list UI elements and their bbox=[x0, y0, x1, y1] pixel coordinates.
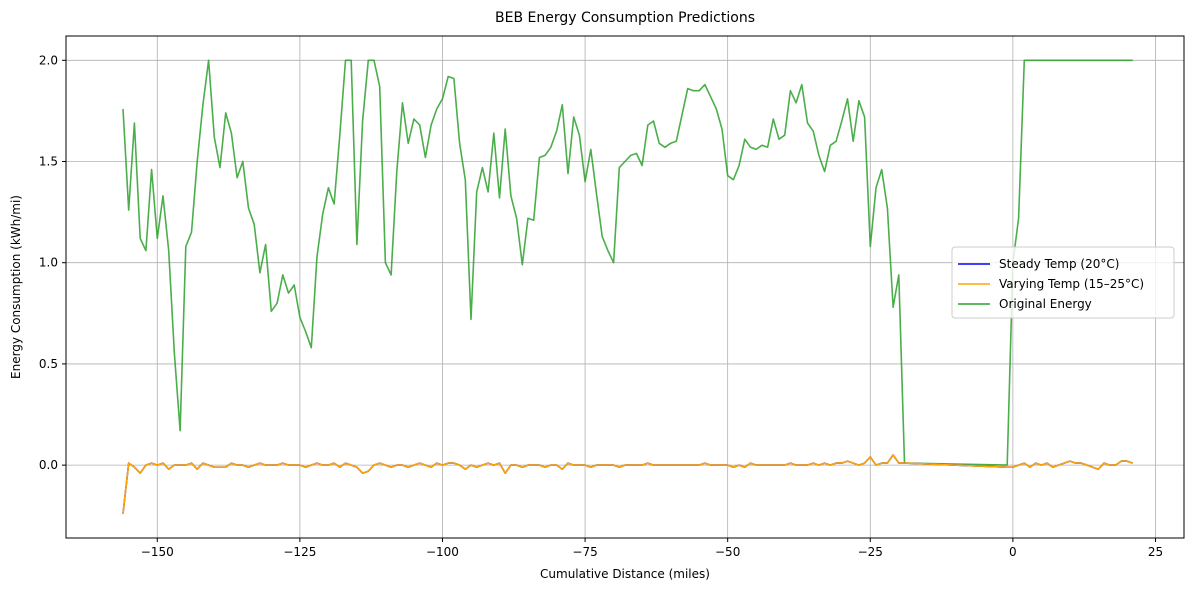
x-tick-label: −125 bbox=[283, 545, 316, 559]
series-lines bbox=[122, 59, 1133, 514]
y-tick-label: 0.5 bbox=[39, 357, 58, 371]
y-tick-label: 1.5 bbox=[39, 155, 58, 169]
series-line-1 bbox=[122, 454, 1133, 514]
y-tick-label: 2.0 bbox=[39, 53, 58, 67]
legend-label: Original Energy bbox=[999, 297, 1092, 311]
legend-label: Steady Temp (20°C) bbox=[999, 257, 1119, 271]
legend: Steady Temp (20°C) Varying Temp (15–25°C)… bbox=[951, 246, 1175, 319]
x-tick-label: −50 bbox=[715, 545, 740, 559]
y-tick-label: 0.0 bbox=[39, 458, 58, 472]
x-tick-label: −75 bbox=[572, 545, 597, 559]
plot-frame bbox=[65, 35, 1185, 539]
x-tick-label: 25 bbox=[1148, 545, 1163, 559]
y-tick-label: 1.0 bbox=[39, 256, 58, 270]
x-tick-label: 0 bbox=[1009, 545, 1017, 559]
y-axis-label: Energy Consumption (kWh/mi) bbox=[9, 195, 23, 379]
y-axis-ticks: 0.0 0.5 1.0 1.5 2.0 bbox=[39, 53, 66, 472]
x-axis-ticks: −150 −125 −100 −75 −50 −25 0 25 bbox=[141, 538, 1163, 559]
legend-box bbox=[951, 246, 1175, 319]
x-tick-label: −100 bbox=[426, 545, 459, 559]
x-tick-label: −25 bbox=[858, 545, 883, 559]
x-axis-label: Cumulative Distance (miles) bbox=[540, 567, 710, 581]
chart-title: BEB Energy Consumption Predictions bbox=[495, 10, 755, 26]
series-line-2 bbox=[122, 59, 1133, 466]
legend-label: Varying Temp (15–25°C) bbox=[999, 277, 1144, 291]
x-tick-label: −150 bbox=[141, 545, 174, 559]
